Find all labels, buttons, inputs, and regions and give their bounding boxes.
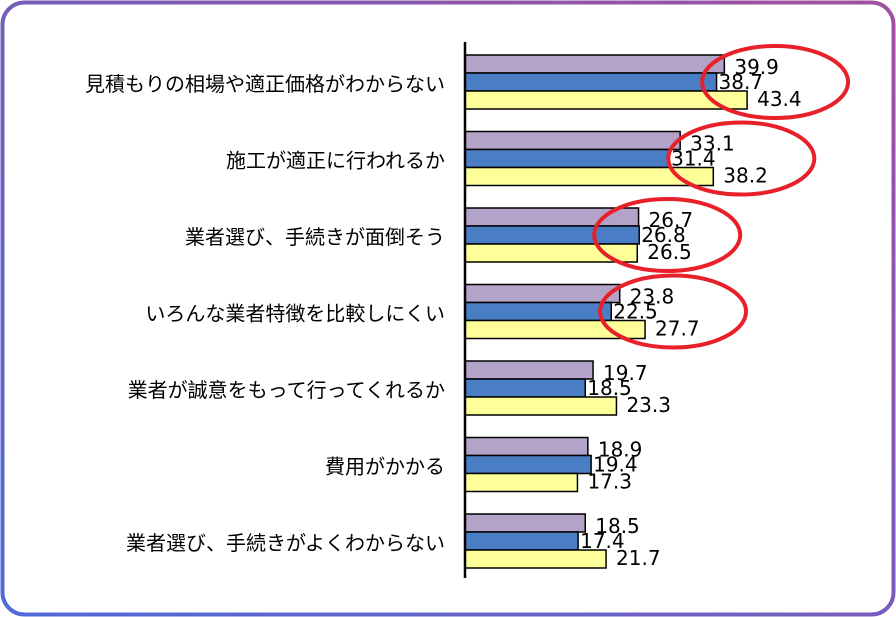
bar <box>464 436 589 457</box>
value-label: 26.7 <box>649 208 694 232</box>
category-label: 費用がかかる <box>325 455 445 479</box>
category-label: いろんな業者特徴を比較しにくい <box>145 302 445 326</box>
bar <box>464 54 726 74</box>
category-label: 業者選び、手続きが面倒そう <box>185 225 445 249</box>
value-label: 19.4 <box>593 453 638 477</box>
bar <box>464 531 579 551</box>
bar <box>464 72 718 92</box>
highlight-ellipse <box>598 273 749 350</box>
highlight-ellipse <box>592 197 743 273</box>
value-label: 18.9 <box>598 438 643 462</box>
bar <box>464 454 592 475</box>
value-label: 22.5 <box>613 300 658 324</box>
bar <box>464 472 579 493</box>
value-label: 38.7 <box>719 70 764 94</box>
bar <box>464 301 612 322</box>
bar <box>464 549 607 569</box>
value-label: 27.7 <box>655 317 700 341</box>
category-label: 業者選び、手続きがよくわからない <box>126 531 445 555</box>
value-label: 17.3 <box>587 470 632 494</box>
bar <box>464 378 586 398</box>
bar <box>464 360 594 380</box>
value-label: 18.5 <box>587 376 632 400</box>
bar <box>464 283 621 304</box>
value-label: 21.7 <box>616 546 661 570</box>
value-label: 39.9 <box>734 55 779 79</box>
highlight-ellipse <box>666 120 817 197</box>
bar <box>464 396 618 416</box>
value-label: 26.8 <box>641 223 686 247</box>
value-label: 26.5 <box>647 240 692 264</box>
value-label: 23.8 <box>630 285 675 309</box>
value-label: 17.4 <box>580 529 625 553</box>
category-label: 見積もりの相場や適正価格がわからない <box>85 72 445 96</box>
value-label: 23.3 <box>626 393 671 417</box>
value-label: 19.7 <box>603 361 648 385</box>
category-label: 業者が誠意をもって行ってくれるか <box>128 378 445 402</box>
value-label: 43.4 <box>757 87 802 111</box>
value-label: 38.2 <box>723 164 768 188</box>
value-label: 18.5 <box>595 514 640 538</box>
value-label: 33.1 <box>690 132 735 156</box>
bar <box>464 225 640 245</box>
bar <box>464 148 670 169</box>
bar <box>464 513 586 533</box>
bar <box>464 130 681 151</box>
highlight-ellipse <box>700 44 851 120</box>
value-label: 31.4 <box>671 147 716 171</box>
category-label: 施工が適正に行われるか <box>226 149 445 173</box>
